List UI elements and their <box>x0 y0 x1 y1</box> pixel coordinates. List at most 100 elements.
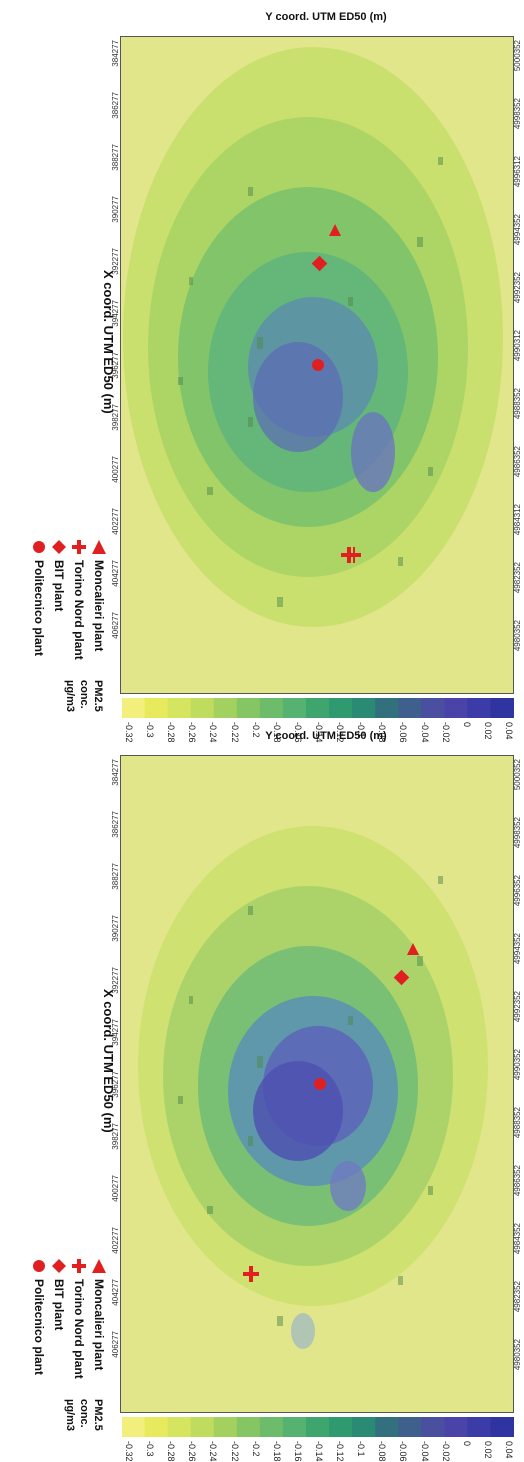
legend-label: Politecnico plant <box>32 560 46 657</box>
politecnico-plant-marker <box>312 359 324 371</box>
scale-label: -0.28 <box>166 1441 177 1462</box>
scale-title-line: conc. <box>78 1399 90 1428</box>
y-tick-label: 4990352 <box>513 1049 522 1081</box>
plant-legend: Moncalieri plant Torino Nord plant BIT p… <box>4 1139 108 1419</box>
plant-markers <box>243 943 419 1282</box>
circle-icon <box>32 1259 46 1273</box>
y-tick-label: 4992352 <box>513 991 522 1023</box>
plant-legend: Moncalieri plant Torino Nord plant BIT p… <box>4 420 108 700</box>
scale-swatch <box>167 698 192 718</box>
scale-swatch <box>467 698 491 718</box>
x-tick-label: 386277 <box>111 92 120 119</box>
scale-label: -0.04 <box>419 1441 430 1462</box>
x-tick-label: 398277 <box>111 404 120 431</box>
y-tick-label: 4980352 <box>513 1339 522 1371</box>
x-tick-label: 402277 <box>111 1227 120 1254</box>
scale-label: -0.22 <box>229 1441 240 1462</box>
scale-swatch <box>490 1417 514 1437</box>
scale-swatch <box>190 698 215 718</box>
scale-swatch <box>305 1417 330 1437</box>
moncalieri-plant-marker <box>329 224 341 236</box>
scale-label: -0.12 <box>335 1441 346 1462</box>
circle-icon <box>32 540 46 554</box>
scale-swatch <box>282 1417 307 1437</box>
scale-swatch <box>444 1417 468 1437</box>
scale-swatch <box>421 1417 445 1437</box>
torino-nord-cross-icon <box>341 547 357 563</box>
legend-torino-nord: Torino Nord plant <box>72 1259 86 1379</box>
legend-bit: BIT plant <box>52 1259 66 1330</box>
legend-label: BIT plant <box>52 1279 66 1331</box>
scale-label: -0.24 <box>208 1441 219 1462</box>
y-tick-label: 4986352 <box>513 1165 522 1197</box>
y-tick-label: 4984312 <box>513 504 522 536</box>
x-tick-label: 400277 <box>111 1175 120 1202</box>
scale-swatch <box>259 698 284 718</box>
y-tick-label: 4998352 <box>513 98 522 130</box>
cross-icon <box>72 540 86 554</box>
scale-label: -0.26 <box>187 1441 198 1462</box>
legend-politecnico: Politecnico plant <box>32 540 46 656</box>
scale-title-line: conc. <box>78 680 90 709</box>
scale-label: -0.02 <box>440 1441 451 1462</box>
scale-swatch <box>329 1417 353 1437</box>
concentration-map <box>120 755 514 1413</box>
y-tick-label: 5000352 <box>513 759 522 791</box>
scale-swatch <box>398 698 422 718</box>
legend-label: BIT plant <box>52 560 66 612</box>
legend-label: Moncalieri plant <box>92 1279 106 1371</box>
torino-nord-cross-icon <box>243 1266 259 1282</box>
scale-swatch <box>144 698 169 718</box>
scale-title-line: µg/m3 <box>64 680 76 713</box>
y-axis-title: Y coord. UTM ED50 (m) <box>265 11 387 23</box>
scale-swatch <box>444 698 468 718</box>
scale-swatch <box>121 698 146 718</box>
x-tick-label: 388277 <box>111 863 120 890</box>
y-tick-label: 4996312 <box>513 156 522 188</box>
scale-label: 0.02 <box>482 1441 493 1459</box>
scale-title-line: PM2.5 <box>92 1399 104 1431</box>
x-tick-label: 400277 <box>111 456 120 483</box>
scale-swatch <box>490 698 514 718</box>
scale-label: -0.06 <box>398 1441 409 1462</box>
scale-title-line: µg/m3 <box>64 1399 76 1432</box>
x-tick-label: 404277 <box>111 560 120 587</box>
x-tick-label: 394277 <box>111 300 120 327</box>
x-tick-label: 384277 <box>111 759 120 786</box>
scale-swatch <box>167 1417 192 1437</box>
scale-label: -0.1 <box>356 1441 367 1457</box>
legend-label: Torino Nord plant <box>72 1279 86 1379</box>
y-tick-label: 4998352 <box>513 817 522 849</box>
scale-swatch <box>259 1417 284 1437</box>
y-tick-label: 4982352 <box>513 562 522 594</box>
scale-label: -0.18 <box>271 1441 282 1462</box>
x-tick-label: 396277 <box>111 352 120 379</box>
scale-swatch <box>121 1417 146 1437</box>
legend-moncalieri: Moncalieri plant <box>92 540 106 651</box>
scale-swatch <box>213 1417 238 1437</box>
x-tick-label: 392277 <box>111 248 120 275</box>
x-tick-label: 384277 <box>111 40 120 67</box>
scale-swatch <box>329 698 353 718</box>
scale-swatch <box>305 698 330 718</box>
scale-label: 0 <box>461 1441 472 1447</box>
legend-label: Torino Nord plant <box>72 560 86 660</box>
scale-swatch <box>467 1417 491 1437</box>
x-tick-label: 406277 <box>111 1331 120 1358</box>
y-tick-label: 4996352 <box>513 875 522 907</box>
x-tick-label: 406277 <box>111 612 120 639</box>
legend-label: Moncalieri plant <box>92 560 106 652</box>
scale-label: -0.3 <box>145 1441 156 1457</box>
scale-swatch <box>282 698 307 718</box>
scale-swatch <box>352 698 376 718</box>
legend-bit: BIT plant <box>52 540 66 611</box>
plant-markers <box>311 224 361 563</box>
x-tick-label: 402277 <box>111 508 120 535</box>
y-axis-title: Y coord. UTM ED50 (m) <box>265 730 387 742</box>
map-panel-1: Y coord. UTM ED50 (m) <box>0 0 524 743</box>
scale-swatch <box>236 698 261 718</box>
x-tick-label: 392277 <box>111 967 120 994</box>
color-scale-bar <box>121 1417 514 1437</box>
y-tick-label: 4994352 <box>513 933 522 965</box>
x-tick-label: 390277 <box>111 915 120 942</box>
